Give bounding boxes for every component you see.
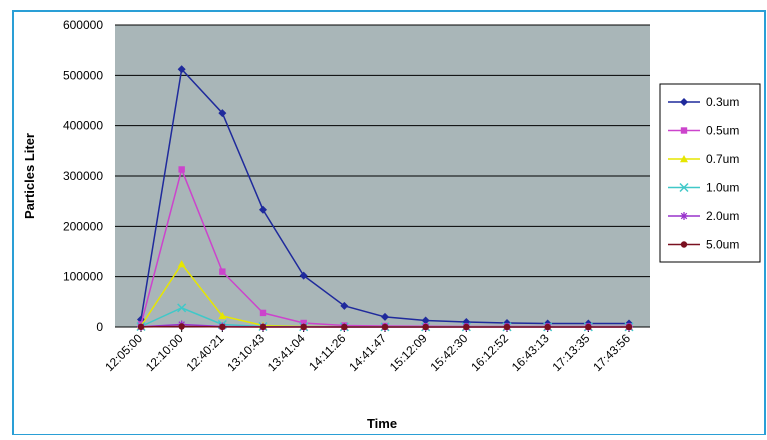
x-axis-title: Time bbox=[367, 416, 397, 431]
data-point bbox=[504, 324, 510, 330]
y-axis-ticks: 0 100000 200000 300000 400000 500000 600000 bbox=[63, 18, 103, 334]
y-axis-title: Particles Liter bbox=[22, 133, 37, 219]
data-point bbox=[626, 324, 632, 330]
x-tick-label: 17:43:56 bbox=[590, 331, 633, 374]
data-point bbox=[138, 324, 144, 330]
x-tick-label: 12:05:00 bbox=[102, 331, 145, 374]
data-point bbox=[463, 324, 469, 330]
data-point bbox=[260, 310, 266, 316]
y-tick-label: 500000 bbox=[63, 68, 103, 82]
x-axis-ticks: 12:05:0012:10:0012:40:2113:10:4313:41:04… bbox=[102, 327, 633, 374]
data-point bbox=[219, 268, 225, 274]
y-tick-label: 300000 bbox=[63, 169, 103, 183]
x-tick-label: 15:12:09 bbox=[387, 331, 430, 374]
data-point bbox=[544, 324, 550, 330]
data-point bbox=[681, 241, 687, 247]
legend-label: 0.5um bbox=[706, 124, 739, 138]
data-point bbox=[422, 324, 428, 330]
legend-label: 2.0um bbox=[706, 209, 739, 223]
data-point bbox=[178, 323, 184, 329]
x-tick-label: 15:42:30 bbox=[428, 331, 471, 374]
legend: 0.3um 0.5um 0.7um 1.0um 2.0um 5.0um bbox=[660, 84, 760, 262]
x-tick-label: 12:40:21 bbox=[184, 331, 227, 374]
x-tick-label: 12:10:00 bbox=[143, 331, 186, 374]
legend-label: 1.0um bbox=[706, 181, 739, 195]
legend-box bbox=[660, 84, 760, 262]
x-tick-label: 16:12:52 bbox=[468, 331, 511, 374]
y-tick-label: 200000 bbox=[63, 219, 103, 233]
legend-label: 0.7um bbox=[706, 152, 739, 166]
x-tick-label: 13:10:43 bbox=[224, 331, 267, 374]
data-point bbox=[680, 212, 688, 220]
y-tick-label: 600000 bbox=[63, 18, 103, 32]
data-point bbox=[681, 127, 687, 133]
x-tick-label: 13:41:04 bbox=[265, 331, 308, 374]
x-tick-label: 16:43:13 bbox=[509, 331, 552, 374]
data-point bbox=[219, 324, 225, 330]
legend-label: 0.3um bbox=[706, 95, 739, 109]
y-tick-label: 100000 bbox=[63, 270, 103, 284]
data-point bbox=[341, 324, 347, 330]
y-tick-label: 0 bbox=[96, 320, 103, 334]
data-point bbox=[585, 324, 591, 330]
x-tick-label: 14:11:26 bbox=[306, 331, 349, 374]
legend-label: 5.0um bbox=[706, 238, 739, 252]
x-tick-label: 14:41:47 bbox=[346, 331, 389, 374]
data-point bbox=[260, 324, 266, 330]
data-point bbox=[382, 324, 388, 330]
x-tick-label: 17:13:35 bbox=[550, 331, 593, 374]
data-point bbox=[178, 166, 184, 172]
y-tick-label: 400000 bbox=[63, 119, 103, 133]
data-point bbox=[300, 324, 306, 330]
